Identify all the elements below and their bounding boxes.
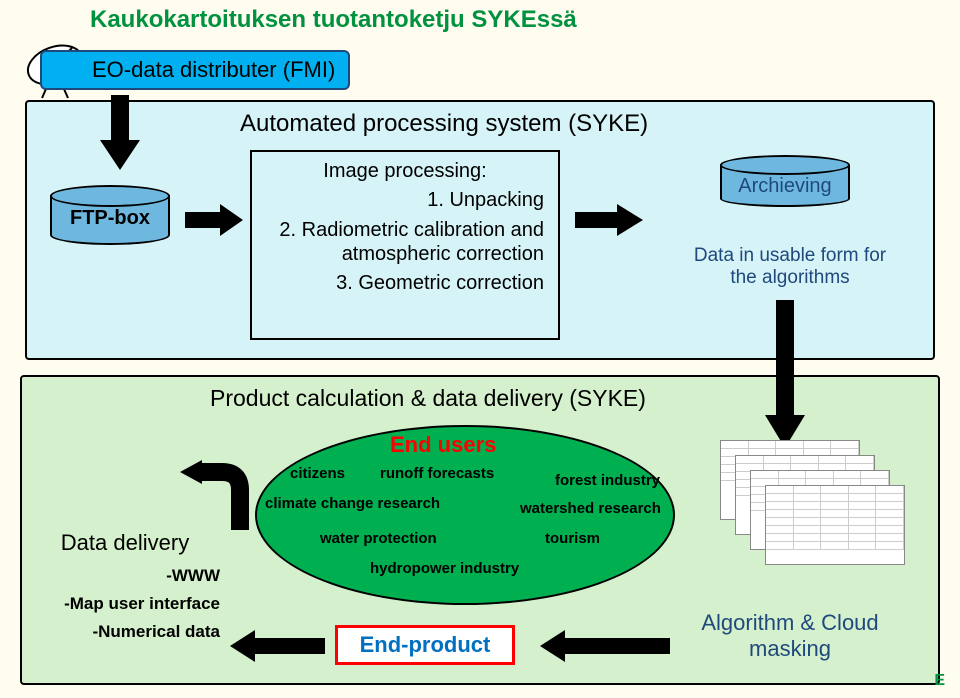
- arrow-endproduct-to-delivery: [230, 628, 325, 664]
- arrow-ftp-to-processing: [185, 200, 245, 240]
- processing-header: Image processing:: [266, 160, 544, 183]
- label-hydropower: hydropower industry: [370, 560, 519, 577]
- processing-step-1: 1. Unpacking: [266, 189, 544, 212]
- archiving-label: Archieving: [720, 175, 850, 198]
- ftp-box-label: FTP-box: [50, 207, 170, 230]
- arrow-endusers-to-delivery: [180, 460, 260, 540]
- processing-step-2: 2. Radiometric calibration and atmospher…: [266, 218, 544, 266]
- distributor-label: EO-data distributer (FMI): [92, 57, 335, 83]
- tables-stack: [720, 440, 920, 580]
- label-runoff: runoff forecasts: [380, 465, 494, 482]
- end-users-title: End users: [390, 432, 496, 458]
- system-title: Automated processing system (SYKE): [240, 110, 648, 138]
- footer-e: E: [934, 672, 945, 690]
- algorithm-block: Algorithm & Cloud masking: [690, 610, 890, 662]
- arrow-processing-to-archive: [575, 200, 645, 240]
- algorithm-label: Algorithm & Cloud masking: [701, 610, 878, 661]
- label-watershed: watershed research: [520, 500, 661, 517]
- data-delivery-block: Data delivery -WWW -Map user interface -…: [30, 530, 220, 642]
- processing-step-3: 3. Geometric correction: [266, 272, 544, 295]
- data-delivery-numerical: -Numerical data: [30, 622, 220, 642]
- arrow-down-to-ftp: [95, 95, 145, 175]
- label-forest: forest industry: [555, 472, 660, 489]
- data-delivery-map: -Map user interface: [30, 594, 220, 614]
- end-product-box: End-product: [335, 625, 515, 665]
- end-product-label: End-product: [360, 632, 491, 658]
- label-water-protection: water protection: [320, 530, 437, 547]
- product-calc-title: Product calculation & data delivery (SYK…: [210, 385, 646, 412]
- arrow-archive-down: [760, 300, 810, 450]
- archiving-sub: Data in usable form for the algorithms: [680, 245, 900, 289]
- page-title: Kaukokartoituksen tuotantoketju SYKEssä: [90, 6, 577, 34]
- data-delivery-www: -WWW: [30, 566, 220, 586]
- label-tourism: tourism: [545, 530, 600, 547]
- processing-box: Image processing: 1. Unpacking 2. Radiom…: [250, 150, 560, 340]
- arrow-algorithm-to-endproduct: [540, 628, 670, 664]
- distributor-box: EO-data distributer (FMI): [40, 50, 350, 90]
- label-climate: climate change research: [265, 495, 440, 512]
- label-citizens: citizens: [290, 465, 345, 482]
- ftp-box-cylinder: FTP-box: [50, 185, 170, 245]
